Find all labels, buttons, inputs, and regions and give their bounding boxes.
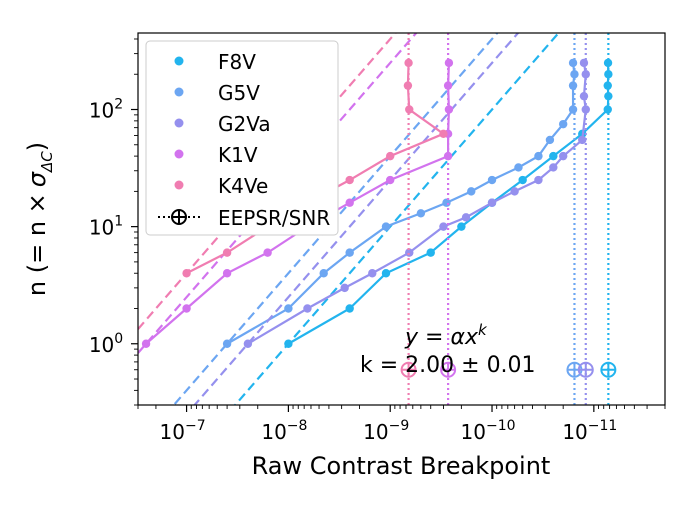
data-point-f8v bbox=[549, 151, 558, 161]
data-point-g2va bbox=[439, 222, 448, 231]
data-point-k1v bbox=[345, 198, 354, 207]
legend-marker-k4ve bbox=[174, 180, 184, 190]
legend-label-g5v: G5V bbox=[218, 81, 260, 105]
data-point-g5v bbox=[381, 222, 391, 231]
x-axis-label: Raw Contrast Breakpoint bbox=[252, 452, 551, 480]
data-point-k4ve bbox=[386, 151, 395, 161]
data-point-k1v bbox=[182, 304, 191, 313]
data-point-f8v bbox=[426, 248, 435, 257]
data-point-g2va bbox=[243, 339, 253, 348]
data-point-g5v bbox=[558, 119, 568, 129]
data-point-k4ve bbox=[404, 58, 413, 68]
data-point-k1v bbox=[386, 175, 395, 185]
data-point-g5v bbox=[416, 209, 426, 218]
data-point-k4ve bbox=[403, 81, 413, 90]
data-point-g2va bbox=[340, 283, 349, 293]
data-point-g5v bbox=[568, 81, 578, 90]
data-point-k4ve bbox=[439, 129, 448, 139]
legend-label-g2va: G2Va bbox=[218, 112, 271, 136]
data-point-g5v bbox=[319, 269, 328, 278]
y-tick-label: 102 bbox=[89, 97, 123, 123]
fit-annotation: y = αxk k = 2.00 ± 0.01 bbox=[360, 321, 536, 378]
data-point-g2va bbox=[549, 163, 558, 172]
data-point-g5v bbox=[222, 339, 232, 348]
legend-label-k1v: K1V bbox=[218, 143, 258, 167]
fit-formula: y = αxk bbox=[404, 321, 488, 350]
data-point-f8v bbox=[604, 70, 613, 79]
y-tick-label: 101 bbox=[89, 214, 123, 240]
data-point-g5v bbox=[568, 58, 578, 68]
data-point-k4ve bbox=[222, 248, 232, 257]
data-point-g5v bbox=[284, 304, 293, 313]
data-point-g5v bbox=[442, 198, 451, 207]
data-point-k1v bbox=[443, 151, 453, 161]
y-axis-label: n (= n ×σΔC) bbox=[23, 142, 56, 296]
data-point-k4ve bbox=[345, 175, 354, 185]
data-point-f8v bbox=[603, 81, 612, 90]
x-tick-label: 10−10 bbox=[461, 418, 516, 444]
data-point-k1v bbox=[141, 339, 151, 348]
data-point-f8v bbox=[345, 304, 354, 313]
legend-marker-f8v bbox=[174, 56, 184, 66]
plot-frame bbox=[137, 32, 666, 406]
data-point-g2va bbox=[579, 58, 589, 68]
data-point-f8v bbox=[604, 91, 613, 101]
data-point-g2va bbox=[303, 304, 312, 313]
data-point-k1v bbox=[222, 269, 232, 278]
data-point-g2va bbox=[578, 135, 587, 145]
data-point-g5v bbox=[570, 70, 579, 79]
series-line-k4ve bbox=[186, 62, 446, 275]
data-point-g2va bbox=[461, 213, 471, 222]
data-point-k4ve bbox=[182, 269, 191, 278]
data-point-g2va bbox=[510, 187, 519, 196]
data-point-g5v bbox=[545, 135, 555, 145]
data-point-g2va bbox=[534, 175, 543, 185]
legend-marker-g5v bbox=[174, 87, 184, 97]
fit-line-g2va bbox=[193, 33, 520, 405]
data-point-g2va bbox=[368, 269, 377, 278]
data-point-g5v bbox=[467, 187, 476, 196]
x-tick-label: 10−11 bbox=[562, 418, 617, 444]
legend-marker-g2va bbox=[174, 118, 184, 128]
legend-label-eepsr: EEPSR/SNR bbox=[218, 206, 330, 230]
data-point-k1v bbox=[443, 81, 453, 90]
legend-marker-k1v bbox=[174, 149, 184, 159]
legend-label-k4ve: K4Ve bbox=[218, 174, 268, 198]
x-tick-label: 10−9 bbox=[363, 418, 409, 444]
data-point-f8v bbox=[381, 269, 391, 278]
y-tick-label: 100 bbox=[89, 331, 123, 357]
data-point-g2va bbox=[579, 91, 589, 101]
legend: F8V G5V G2Va K1V K4Ve EEPSR/SNR bbox=[145, 40, 339, 236]
data-point-f8v bbox=[457, 222, 466, 231]
data-point-g2va bbox=[405, 248, 414, 257]
data-point-f8v bbox=[603, 58, 613, 68]
legend-eepsr-entry: EEPSR/SNR bbox=[158, 206, 330, 230]
data-point-g2va bbox=[487, 198, 497, 207]
data-point-f8v bbox=[284, 339, 293, 348]
data-point-k1v bbox=[263, 248, 272, 257]
data-point-f8v bbox=[603, 105, 612, 114]
legend-frame bbox=[145, 40, 339, 236]
data-point-k1v bbox=[444, 105, 454, 114]
data-point-g5v bbox=[568, 105, 578, 114]
data-point-f8v bbox=[518, 175, 527, 185]
x-tick-label: 10−8 bbox=[261, 418, 307, 444]
data-point-g5v bbox=[345, 248, 354, 257]
data-point-k4ve bbox=[405, 105, 414, 114]
fit-k-value: k = 2.00 ± 0.01 bbox=[360, 353, 536, 378]
data-point-g5v bbox=[487, 175, 497, 185]
data-point-g2va bbox=[558, 151, 568, 161]
data-point-g5v bbox=[534, 151, 543, 161]
legend-label-f8v: F8V bbox=[218, 50, 256, 74]
data-point-g2va bbox=[581, 105, 590, 114]
svg-text:n (= n ×σΔC): n (= n ×σΔC) bbox=[23, 142, 56, 296]
x-tick-label: 10−7 bbox=[160, 418, 206, 444]
data-point-k1v bbox=[444, 58, 454, 68]
data-point-g5v bbox=[514, 163, 523, 172]
data-point-g2va bbox=[581, 70, 590, 79]
